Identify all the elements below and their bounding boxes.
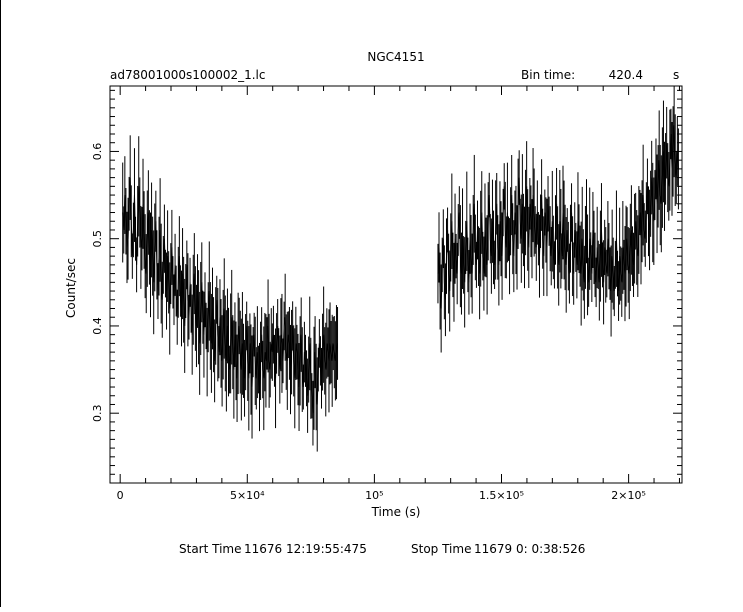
bin-time-value: 420.4 [609,68,643,82]
start-time-label: Start Time [179,542,242,556]
x-axis-label: Time (s) [371,505,421,519]
y-tick-label: 0.3 [91,404,104,422]
y-axis-label: Count/sec [64,258,78,318]
y-tick-label: 0.6 [91,143,104,161]
stop-time-value: 11679 0: 0:38:526 [474,542,585,556]
chart-title: NGC4151 [367,50,424,64]
plot-frame [109,85,683,484]
series-line-segment [437,125,679,309]
bin-time-label: Bin time: [521,68,575,82]
y-tick-label: 0.4 [91,317,104,335]
bin-time-unit: s [673,68,679,82]
x-tick-label: 1.5×10⁵ [479,489,524,502]
axes-layer: 0 5×10⁴ 10⁵ 1.5×10⁵ 2×10⁵ 0.3 0.4 0.5 0.6 [91,85,683,502]
file-name: ad78001000s100002_1.lc [110,68,266,82]
stop-time-label: Stop Time [411,542,471,556]
x-tick-label: 0 [117,489,124,502]
start-time-value: 11676 12:19:55:475 [244,542,367,556]
y-tick-label: 0.5 [91,230,104,248]
x-tick-label: 2×10⁵ [611,489,646,502]
x-tick-label: 5×10⁴ [230,489,265,502]
x-tick-label: 10⁵ [365,489,383,502]
data-layer [122,86,679,452]
series-line-segment [122,177,339,414]
